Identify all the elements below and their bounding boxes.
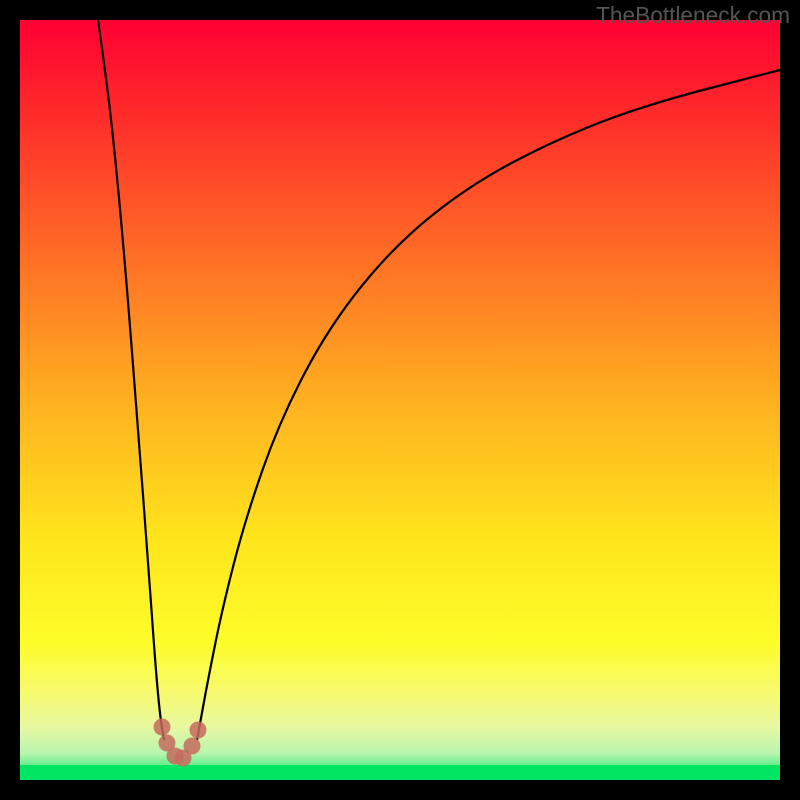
dip-marker bbox=[190, 722, 207, 739]
right-curve bbox=[197, 70, 780, 740]
dip-marker bbox=[184, 738, 201, 755]
left-curve bbox=[98, 20, 164, 740]
watermark-text: TheBottleneck.com bbox=[596, 2, 790, 29]
curve-layer bbox=[0, 0, 800, 800]
dip-marker bbox=[154, 719, 171, 736]
chart-root: TheBottleneck.com bbox=[0, 0, 800, 800]
